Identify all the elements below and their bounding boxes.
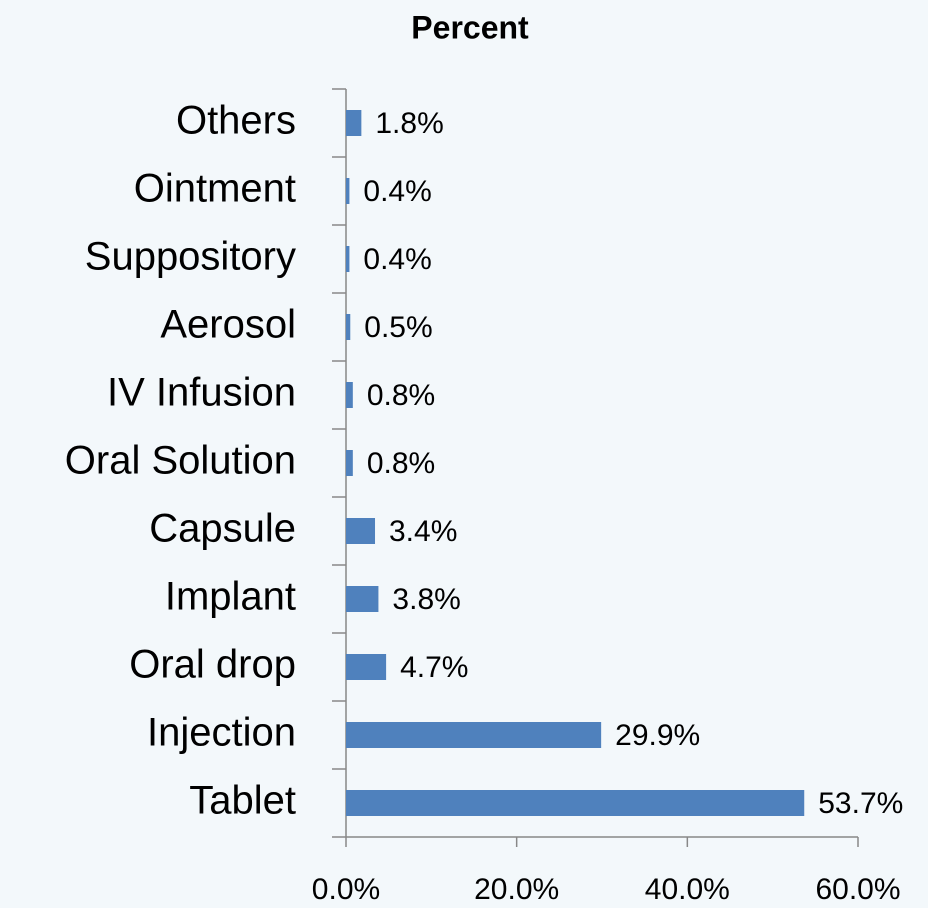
value-label: 3.8% (392, 583, 460, 616)
bar (346, 654, 387, 680)
bar (346, 450, 353, 476)
y-tick-label: Aerosol (160, 303, 296, 347)
bar (346, 246, 350, 272)
y-tick-label: Suppository (85, 235, 296, 279)
y-tick-label: Capsule (149, 507, 296, 551)
y-tick-label: Injection (147, 711, 296, 755)
value-label: 0.4% (363, 243, 431, 276)
value-label: 0.5% (364, 311, 432, 344)
value-label: 0.8% (367, 379, 435, 412)
y-tick-label: Oral drop (129, 643, 296, 687)
x-tick-label: 20.0% (474, 873, 559, 906)
y-tick-label: Others (176, 99, 296, 143)
bar (346, 382, 353, 408)
bar (346, 586, 379, 612)
value-label: 4.7% (400, 651, 468, 684)
value-label: 1.8% (375, 107, 443, 140)
y-tick-label: Tablet (189, 779, 296, 823)
bar (346, 314, 351, 340)
x-tick-label: 40.0% (645, 873, 730, 906)
bar (346, 518, 376, 544)
bar (346, 110, 362, 136)
value-label: 29.9% (615, 719, 700, 752)
value-label: 0.8% (367, 447, 435, 480)
value-label: 53.7% (818, 787, 903, 820)
value-label: 0.4% (363, 175, 431, 208)
y-tick-label: Oral Solution (65, 439, 296, 483)
value-label: 3.4% (389, 515, 457, 548)
chart-title: Percent (411, 9, 529, 45)
bar (346, 722, 602, 748)
bar (346, 790, 805, 816)
x-tick-label: 60.0% (815, 873, 900, 906)
bar (346, 178, 350, 204)
y-tick-label: IV Infusion (107, 371, 296, 415)
x-tick-label: 0.0% (312, 873, 380, 906)
y-tick-label: Ointment (134, 167, 296, 211)
y-tick-label: Implant (165, 575, 296, 619)
